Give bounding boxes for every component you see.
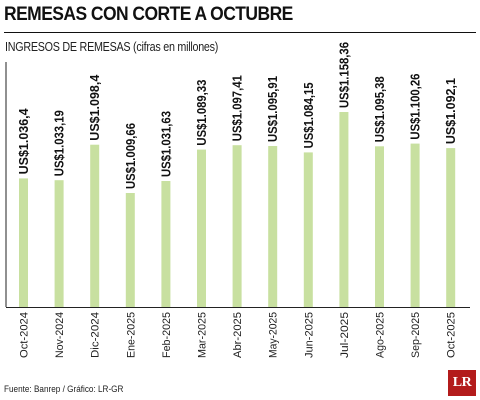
value-label: US$1.009,66 [123, 123, 138, 189]
bar-oct-2024 [19, 178, 28, 307]
category-label: Feb-2025 [161, 312, 173, 358]
value-labels-layer: US$1.036,4 US$1.033,19 US$1.098,4 US$1.009,… [16, 42, 458, 189]
bar-ago-2025 [375, 146, 384, 307]
category-label: Sep-2025 [410, 312, 422, 358]
category-label: Abr-2025 [232, 312, 244, 358]
bar-dic-2024 [90, 144, 100, 307]
value-label: US$1.031,63 [158, 111, 173, 177]
category-label: Dic-2024 [90, 312, 102, 358]
bar-mar-2025 [197, 149, 206, 307]
chart-subtitle: INGRESOS DE REMESAS (cifras en millones) [5, 40, 219, 54]
value-label: US$1.095,91 [265, 76, 280, 142]
source-note: Fuente: Banrep / Gráfico: LR-GR [4, 384, 124, 395]
value-label: US$1.097,41 [230, 75, 245, 141]
category-label: May-2025 [268, 312, 280, 358]
value-label: US$1.095,38 [372, 76, 387, 142]
category-label: Jul-2025 [339, 312, 351, 358]
value-label: US$1.033,19 [52, 110, 67, 176]
value-label: US$1.089,33 [194, 80, 209, 146]
category-label: Mar-2025 [197, 312, 209, 358]
value-label: US$1.092,1 [443, 78, 458, 144]
category-label: Ago-2025 [375, 312, 387, 358]
value-label: US$1.158,36 [336, 42, 351, 108]
category-label: Oct-2024 [19, 312, 31, 358]
category-label: Jun-2025 [303, 312, 315, 358]
bar-jul-2025 [339, 112, 349, 307]
title-divider [4, 32, 476, 33]
bar-sep-2025 [410, 143, 420, 307]
bar-ene-2025 [125, 193, 135, 307]
value-label: US$1.036,4 [16, 108, 31, 175]
value-label: US$1.100,26 [408, 74, 423, 140]
bar-abr-2025 [232, 145, 242, 307]
bar-nov-2024 [54, 180, 64, 307]
bar-jun-2025 [303, 152, 313, 307]
lr-logo: LR [448, 370, 476, 396]
category-label: Nov-2024 [54, 312, 66, 358]
bar-oct-2025 [446, 148, 456, 307]
bar-may-2025 [268, 146, 278, 307]
category-labels-layer: Oct-2024 Nov-2024 Dic-2024 Ene-2025 Feb-2025… [19, 312, 458, 358]
category-label: Oct-2025 [446, 312, 458, 358]
bars-layer [19, 112, 456, 307]
value-label: US$1.084,15 [301, 82, 316, 148]
bar-feb-2025 [161, 181, 171, 307]
value-label: US$1.098,4 [87, 74, 102, 141]
category-label: Ene-2025 [125, 312, 137, 358]
chart-title: REMESAS CON CORTE A OCTUBRE [4, 4, 293, 25]
